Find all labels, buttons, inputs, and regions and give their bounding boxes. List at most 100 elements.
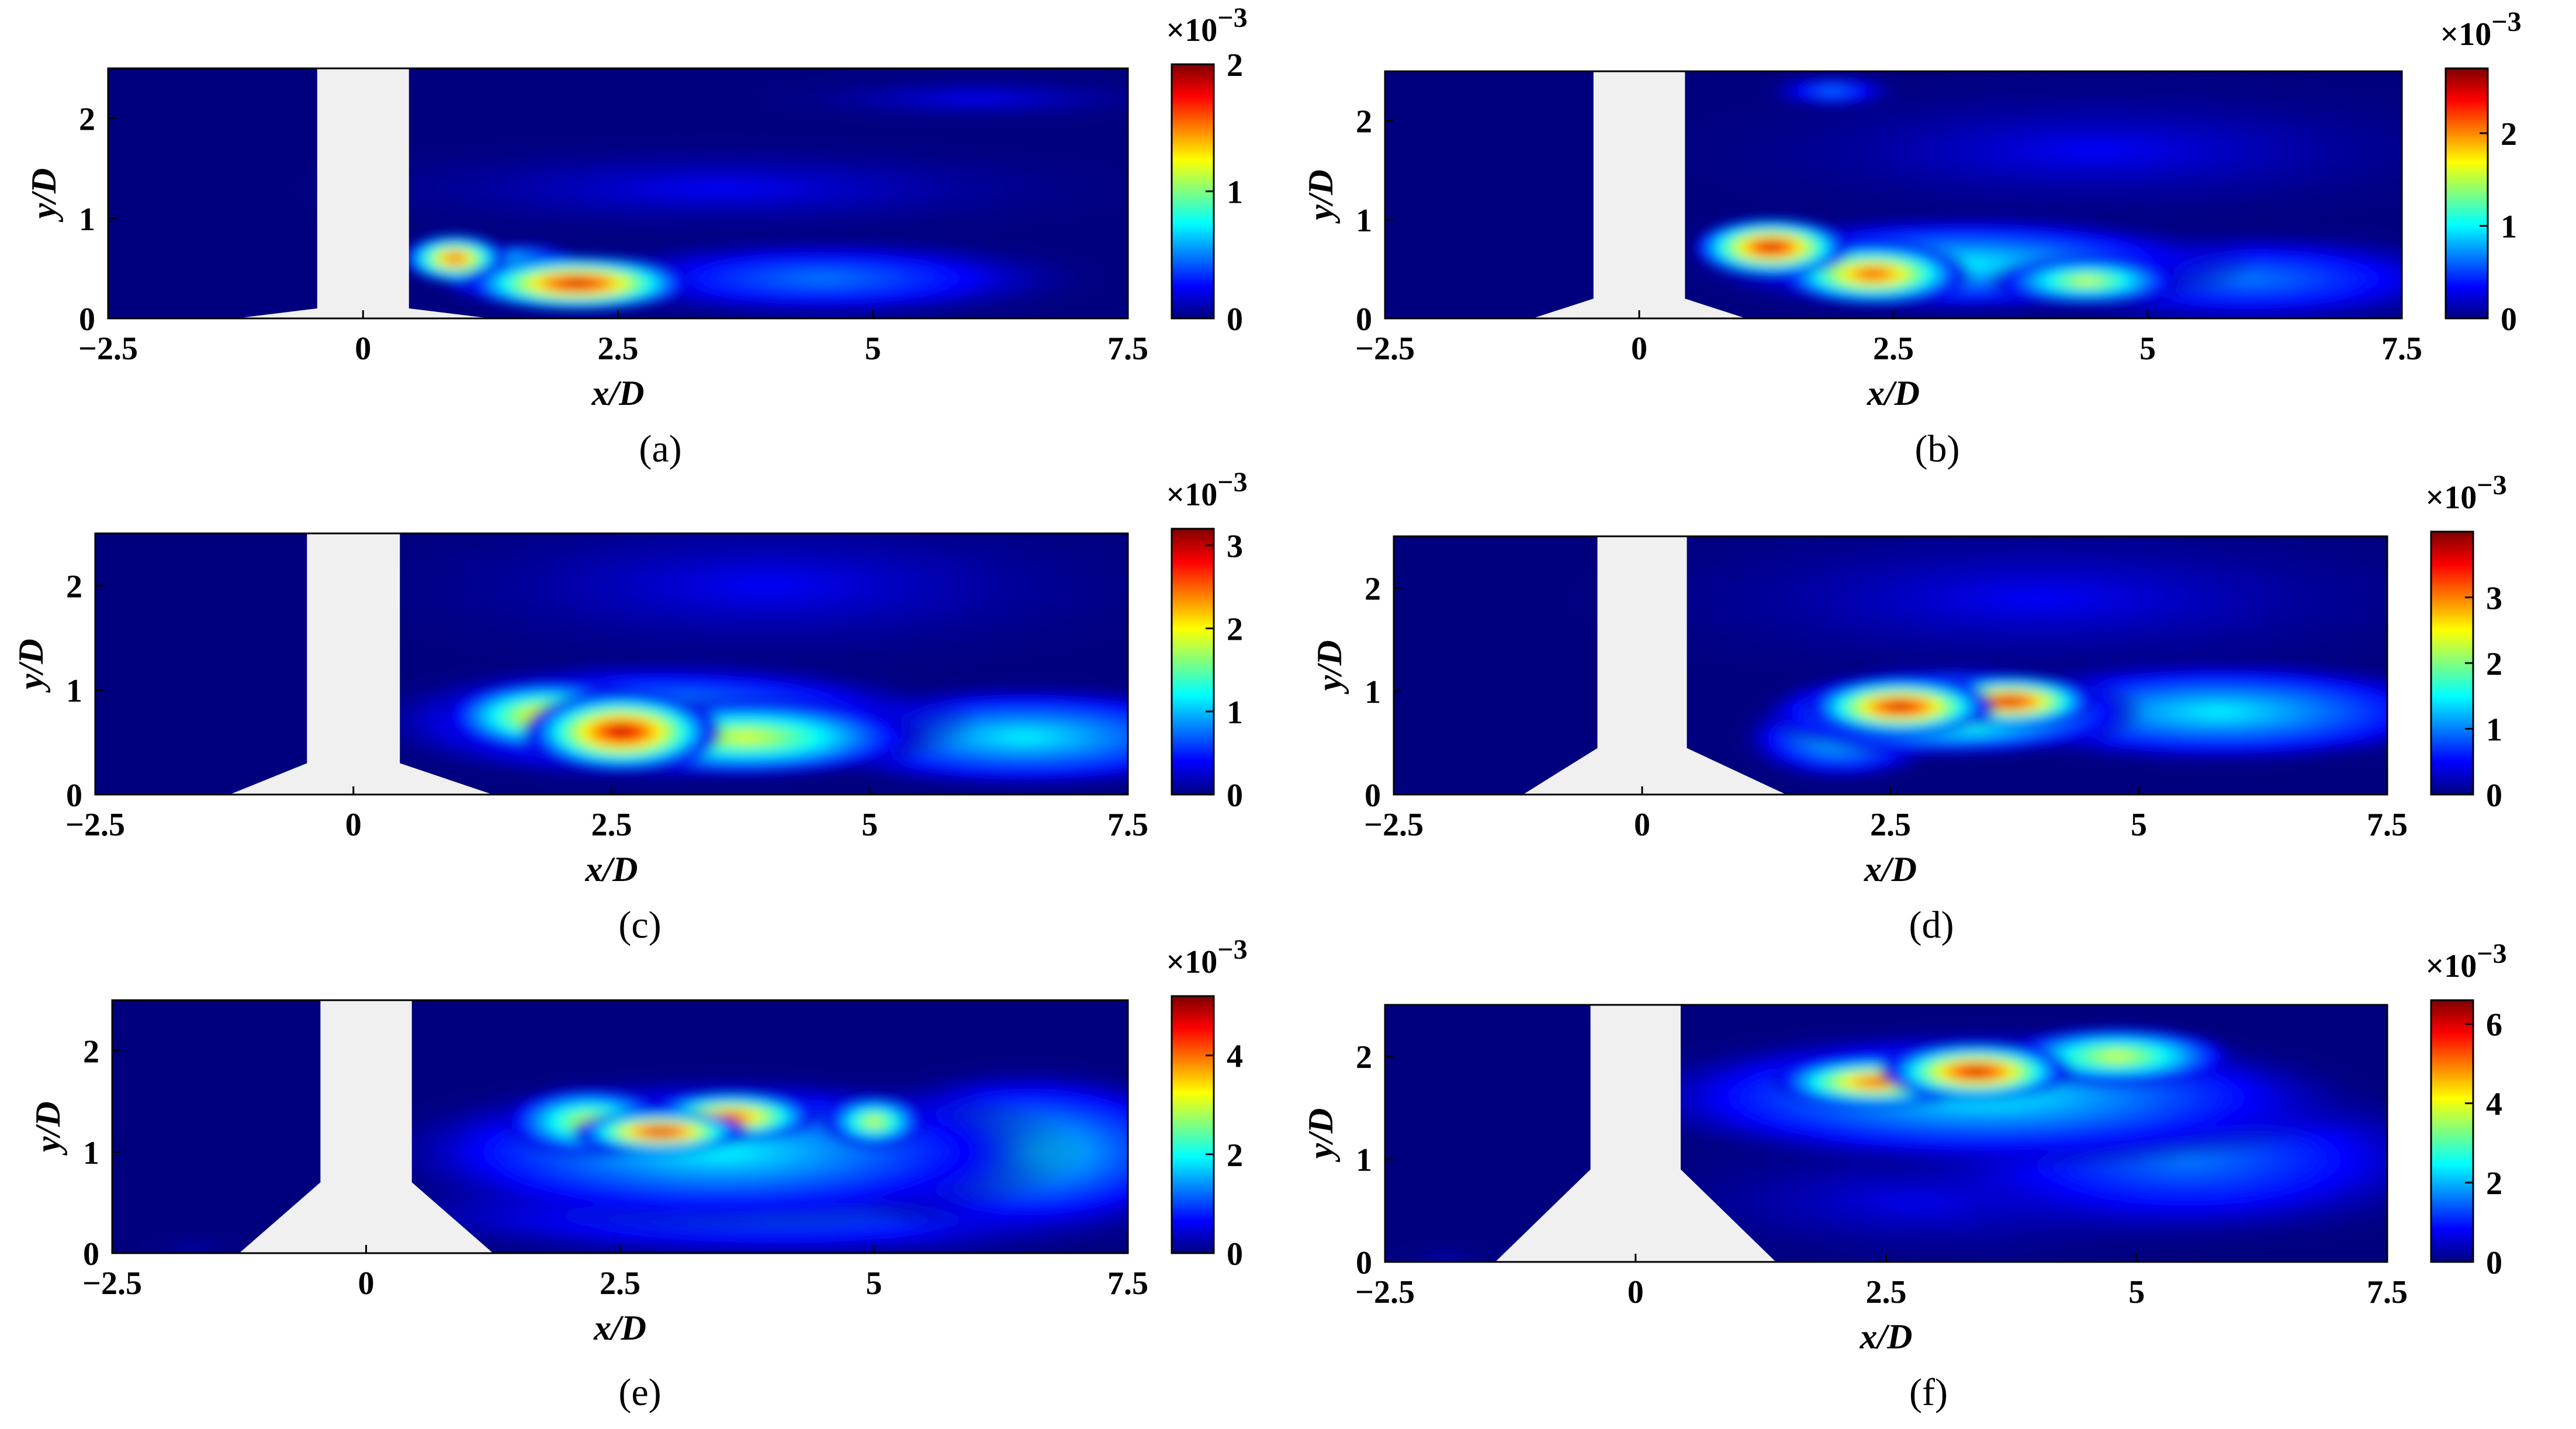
x-tick-label: 2.5	[591, 807, 632, 843]
x-tick-label: 7.5	[2367, 807, 2408, 843]
y-tick-label: 0	[1356, 1245, 1372, 1281]
y-tick-label: 0	[66, 778, 82, 814]
y-tick-label: 0	[1356, 301, 1372, 338]
colorbar-scale	[1171, 528, 1215, 796]
y-tick-label: 1	[1356, 203, 1372, 239]
colorbar-tick-label: 0	[2486, 778, 2502, 814]
plot-area	[95, 533, 1128, 795]
colorbar-multiplier: ×10−3	[2440, 6, 2521, 53]
x-tick-label: 5	[2131, 807, 2147, 843]
obstacle-shape	[239, 1000, 493, 1253]
colorbar-scale	[1171, 995, 1215, 1254]
x-axis-label: x/D	[591, 374, 645, 412]
colorbar-multiplier: ×10−3	[1166, 2, 1247, 48]
y-tick-label: 2	[1356, 104, 1372, 140]
colorbar-tick-label: 4	[2486, 1086, 2502, 1122]
obstacle-shape	[236, 68, 491, 318]
y-tick-label: 2	[83, 1034, 99, 1070]
colorbar-scale	[2430, 999, 2474, 1263]
colorbar-tick-label: 1	[1227, 695, 1243, 731]
colorbar-tick-label: 0	[1227, 301, 1243, 338]
contour-hotspot	[1755, 72, 1910, 110]
colorbar-tick-label: 2	[1227, 612, 1243, 648]
colorbar: 0 1 2×10−3	[1166, 2, 1247, 338]
obstacle-shape	[1532, 71, 1746, 318]
contour-hotspot	[1980, 254, 2193, 307]
x-tick-label: −2.5	[1355, 1274, 1415, 1310]
x-tick-label: 7.5	[2381, 331, 2422, 367]
plot-area	[108, 68, 1128, 318]
x-tick-label: 5	[2139, 331, 2156, 367]
colorbar-tick-label: 3	[1227, 528, 1243, 564]
upstream-region	[108, 68, 317, 318]
x-tick-label: 0	[1631, 331, 1647, 367]
contour-hotspot	[816, 1092, 932, 1151]
x-axis-label: x/D	[593, 1309, 646, 1347]
colorbar-tick-label: 4	[1227, 1039, 1243, 1075]
colorbar-tick-label: 1	[2501, 209, 2517, 245]
contour-hotspot	[564, 1108, 757, 1155]
colorbar-tick-label: 2	[2486, 646, 2502, 682]
x-tick-label: 0	[1634, 807, 1650, 843]
plot-area	[1385, 1005, 2387, 1262]
x-tick-label: 2.5	[600, 1265, 640, 1302]
x-axis-label: x/D	[1867, 374, 1920, 412]
upstream-region	[1385, 71, 1594, 318]
y-axis-label: y/D	[1301, 169, 1340, 224]
contour-hotspot	[451, 253, 704, 314]
upstream-region	[95, 533, 307, 795]
colorbar-multiplier: ×10−3	[2425, 938, 2506, 984]
x-tick-label: −2.5	[1364, 807, 1424, 843]
panel-caption: (e)	[618, 1371, 661, 1414]
contour-hotspot	[723, 71, 1128, 125]
colorbar-tick-label: 6	[2486, 1007, 2502, 1043]
x-tick-label: 5	[866, 1265, 882, 1302]
x-tick-label: 7.5	[1107, 1265, 1148, 1302]
upstream-region	[112, 1000, 321, 1253]
x-tick-label: 7.5	[1107, 331, 1148, 367]
panel-caption: (d)	[1909, 904, 1954, 946]
y-axis-label: y/D	[1310, 640, 1349, 695]
colorbar-scale	[2445, 67, 2489, 320]
y-tick-label: 0	[79, 301, 95, 338]
y-tick-label: 0	[1365, 778, 1381, 814]
x-tick-label: −2.5	[78, 331, 138, 367]
upstream-region	[1394, 536, 1598, 795]
x-tick-label: 7.5	[2367, 1274, 2408, 1310]
contour-hotspot	[1614, 71, 2402, 235]
y-tick-label: 2	[79, 102, 95, 138]
y-tick-label: 1	[83, 1135, 99, 1171]
colorbar: 0 2 4 ×10−3	[1166, 934, 1247, 1272]
x-tick-label: 5	[2128, 1274, 2145, 1310]
x-tick-label: −2.5	[65, 807, 125, 843]
y-tick-label: 0	[83, 1236, 99, 1272]
colorbar-tick-label: 0	[2501, 301, 2517, 338]
y-tick-label: 1	[1356, 1142, 1372, 1178]
colorbar: 0 1 2 3 ×10−3	[1166, 467, 1247, 814]
x-tick-label: 2.5	[1870, 807, 1911, 843]
y-tick-label: 1	[66, 673, 82, 709]
contour-hotspot	[1684, 215, 1858, 279]
x-tick-label: 0	[355, 331, 371, 367]
panel-caption: (f)	[1909, 1371, 1948, 1414]
contour-hotspot	[236, 131, 1128, 245]
colorbar-tick-label: 3	[2486, 581, 2502, 617]
x-tick-label: 7.5	[1107, 807, 1148, 843]
y-tick-label: 2	[1365, 571, 1381, 607]
contour-hotspot	[514, 688, 730, 776]
x-tick-label: −2.5	[1355, 331, 1415, 367]
x-tick-label: 5	[861, 807, 878, 843]
colorbar-multiplier: ×10−3	[1166, 934, 1247, 980]
panel-caption: (c)	[618, 904, 661, 946]
obstacle-shape	[1495, 1005, 1776, 1262]
colorbar-tick-label: 0	[1227, 1236, 1243, 1272]
y-tick-label: 2	[66, 568, 82, 605]
colorbar-tick-label: 2	[2486, 1166, 2502, 1202]
y-axis-label: y/D	[29, 1101, 67, 1156]
